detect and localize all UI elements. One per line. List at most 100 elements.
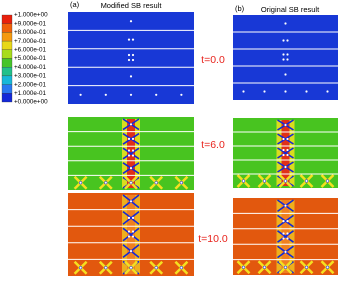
defect-dot (263, 90, 266, 93)
defect-dot (282, 237, 285, 240)
legend-label: +2.000e-01 (14, 81, 47, 88)
defect-dot (129, 167, 133, 170)
defect-dot (155, 266, 158, 269)
defect-dot (263, 179, 266, 183)
defect-dot (131, 216, 135, 219)
legend-swatch (1, 32, 13, 42)
panel (68, 12, 194, 104)
defect-dot (104, 181, 107, 184)
panel-label: (b) (235, 4, 245, 13)
defect-dot (286, 237, 289, 240)
defect-dot (282, 39, 285, 42)
legend-label: +8.000e-01 (14, 29, 47, 36)
defect-dot (131, 154, 135, 157)
defect-dot (129, 20, 133, 23)
defect-dot (284, 73, 287, 76)
defect-dot (284, 266, 287, 269)
defect-dot (326, 90, 329, 93)
legend-label: +4.000e-01 (14, 64, 47, 71)
defect-dot (79, 266, 82, 269)
time-label: t=10.0 (198, 233, 228, 245)
defect-dot (305, 90, 308, 93)
defect-dot (127, 235, 131, 238)
defect-dot (79, 93, 82, 96)
defect-dot (282, 148, 285, 152)
panel (233, 15, 338, 100)
defect-dot (286, 58, 289, 61)
defect-dot (286, 148, 289, 152)
time-label: t=6.0 (201, 139, 225, 151)
defect-dot (180, 266, 183, 269)
defect-dot (129, 93, 133, 96)
shear-cross (122, 210, 140, 225)
legend-swatch (1, 23, 13, 33)
legend-swatch (1, 67, 13, 77)
shear-cross (122, 147, 140, 160)
defect-dot (127, 137, 131, 140)
defect-dot (127, 53, 131, 57)
defect-dot (282, 220, 285, 223)
legend-swatch (1, 49, 13, 59)
legend-swatch (1, 75, 13, 85)
defect-dot (127, 230, 131, 233)
defect-dot (263, 266, 266, 269)
defect-dot (131, 53, 135, 57)
defect-dot (180, 93, 183, 96)
defect-dot (127, 58, 131, 62)
defect-dot (131, 230, 135, 233)
time-label: t=0.0 (201, 54, 225, 66)
defect-dot (127, 149, 131, 152)
defect-dot (326, 266, 329, 269)
defect-dot (286, 153, 289, 157)
panel-label: (a) (70, 0, 80, 9)
legend-label: +1.000e+00 (14, 12, 48, 19)
shear-cross (277, 230, 294, 243)
defect-dot (180, 181, 183, 184)
defect-dot (286, 220, 289, 223)
shear-cross (122, 227, 140, 242)
defect-dot (282, 58, 285, 61)
defect-dot (305, 179, 308, 183)
legend-swatch (1, 93, 13, 103)
defect-dot (284, 204, 287, 207)
defect-dot (129, 123, 133, 126)
defect-dot (326, 179, 329, 183)
legend-swatch (1, 14, 13, 24)
legend-label: +9.000e-01 (14, 20, 47, 27)
defect-dot (155, 93, 158, 96)
shear-cross (277, 214, 294, 228)
defect-dot (286, 53, 289, 56)
defect-dot (242, 90, 245, 93)
defect-dot (155, 181, 158, 184)
legend-label: +1.000e-01 (14, 90, 47, 97)
panel-title: Modified SB result (101, 1, 163, 10)
shear-cross (277, 147, 294, 159)
panel-title: Original SB result (261, 5, 320, 14)
defect-dot (305, 266, 308, 269)
legend-swatch (1, 84, 13, 94)
defect-dot (284, 123, 287, 127)
shear-cross (277, 133, 294, 145)
legend-swatch (1, 40, 13, 50)
defect-dot (284, 179, 287, 183)
shear-cross (122, 132, 140, 145)
legend-label: +5.000e-01 (14, 55, 47, 62)
defect-dot (286, 39, 289, 42)
defect-dot (79, 181, 82, 184)
defect-dot (129, 250, 133, 253)
defect-dot (242, 179, 245, 183)
defect-dot (129, 266, 133, 269)
defect-dot (286, 137, 289, 141)
defect-dot (131, 149, 135, 152)
defect-dot (282, 153, 285, 157)
color-legend: +1.000e+00+9.000e-01 +8.000e-01 +7.000e-01… (1, 12, 48, 106)
defect-dot (282, 137, 285, 141)
defect-dot (129, 181, 133, 184)
legend-label: +3.000e-01 (14, 73, 47, 80)
legend-swatch (1, 58, 13, 68)
defect-dot (284, 250, 287, 253)
simulation-panels (68, 12, 338, 276)
defect-dot (286, 232, 289, 235)
defect-dot (104, 93, 107, 96)
